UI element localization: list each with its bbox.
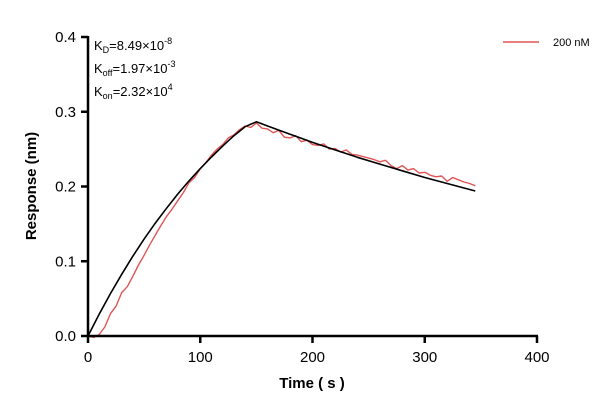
y-tick-label: 0.4 [55, 29, 76, 46]
x-tick-label: 300 [412, 349, 437, 366]
legend-label-200nm: 200 nM [553, 37, 590, 49]
y-tick-label: 0.2 [55, 179, 76, 196]
kd-annotation: KD=8.49×10-8 [94, 36, 172, 55]
kon-annotation: Kon=2.32×104 [94, 82, 173, 101]
legend: 200 nM [503, 37, 590, 49]
y-tick-label: 0.3 [55, 104, 76, 121]
y-axis-label: Response (nm) [23, 132, 40, 240]
koff-annotation: Koff=1.97×10-3 [94, 59, 175, 78]
x-axis-label: Time ( s ) [279, 375, 345, 392]
fit-curve-line [87, 121, 476, 337]
kinetic-annotations: KD=8.49×10-8 Koff=1.97×10-3 Kon=2.32×104 [94, 36, 175, 101]
series-line-200nm [87, 122, 476, 339]
x-tick-label: 100 [188, 349, 213, 366]
y-tick-label: 0.0 [55, 328, 76, 345]
y-tick-label: 0.1 [55, 253, 76, 270]
x-tick-label: 400 [524, 349, 549, 366]
x-tick-label: 0 [84, 349, 92, 366]
x-tick-label: 200 [300, 349, 325, 366]
